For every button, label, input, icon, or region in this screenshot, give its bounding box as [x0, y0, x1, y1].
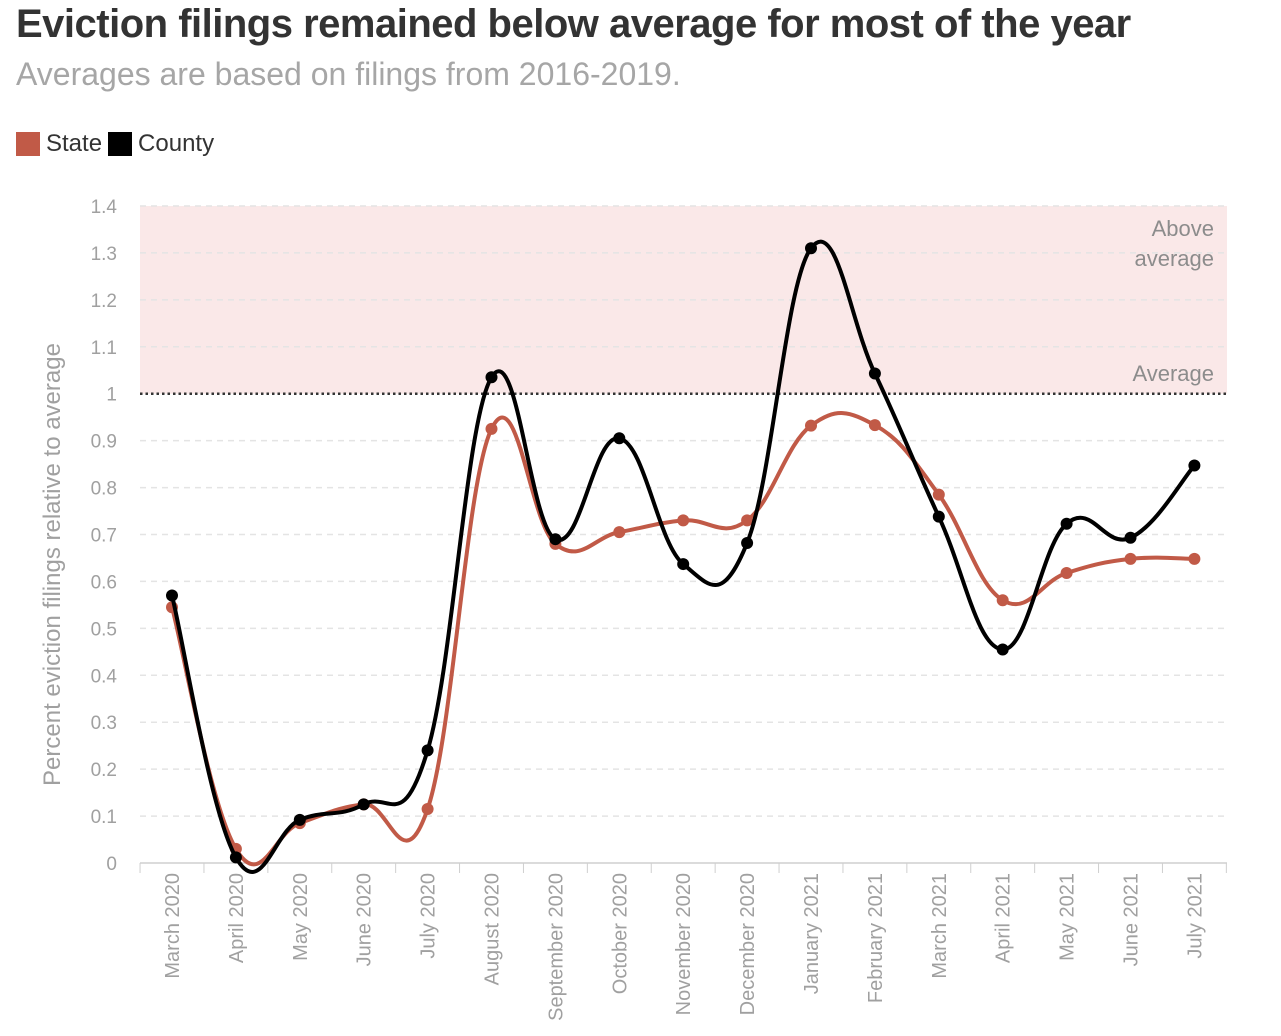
- legend-item-county: County: [108, 130, 214, 158]
- data-point-county: [166, 589, 178, 602]
- y-axis-label: Percent eviction filings relative to ave…: [39, 343, 66, 786]
- data-point-state: [485, 422, 498, 435]
- x-tick-label: October 2020: [609, 873, 631, 994]
- y-tick-label: 1: [106, 385, 117, 406]
- x-tick-label: April 2021: [993, 873, 1015, 963]
- legend-swatch-state: [16, 132, 40, 156]
- data-point-county: [932, 510, 945, 523]
- data-point-county: [1060, 517, 1073, 530]
- data-point-state: [932, 488, 945, 501]
- data-point-county: [1124, 531, 1137, 544]
- data-point-county: [1188, 459, 1201, 472]
- x-tick-label: September 2020: [545, 873, 567, 1021]
- data-point-state: [677, 514, 690, 527]
- data-point-county: [229, 851, 242, 864]
- x-tick-label: November 2020: [673, 873, 695, 1015]
- data-point-county: [421, 744, 434, 757]
- y-tick-label: 0.7: [91, 526, 117, 547]
- data-point-state: [996, 594, 1009, 607]
- x-tick-label: July 2021: [1184, 873, 1206, 959]
- y-tick-label: 0.9: [91, 432, 117, 453]
- data-point-county: [293, 813, 306, 826]
- annotation-above-average: average: [1134, 246, 1214, 271]
- x-tick-label: July 2020: [418, 873, 440, 959]
- data-point-county: [805, 242, 817, 255]
- y-tick-label: 0.5: [91, 619, 117, 640]
- x-tick-label: June 2020: [354, 873, 376, 966]
- y-tick-label: 1.1: [91, 338, 117, 359]
- x-tick-label: April 2020: [226, 873, 248, 963]
- x-tick-label: August 2020: [482, 873, 504, 985]
- annotation-average: Average: [1132, 361, 1214, 386]
- data-point-state: [868, 419, 881, 432]
- x-tick-label: March 2021: [929, 873, 951, 979]
- data-point-county: [741, 536, 754, 549]
- legend-label-state: State: [46, 130, 103, 157]
- data-point-state: [741, 514, 754, 527]
- data-point-county: [868, 367, 881, 380]
- y-tick-label: 0.1: [91, 807, 117, 828]
- data-point-state: [613, 526, 626, 539]
- data-point-county: [996, 643, 1009, 656]
- legend: State County: [16, 130, 220, 158]
- legend-item-state: State: [16, 130, 102, 158]
- x-tick-label: February 2021: [865, 873, 887, 1003]
- x-tick-label: May 2021: [1057, 873, 1079, 961]
- x-tick-label: January 2021: [801, 873, 823, 994]
- legend-label-county: County: [138, 130, 215, 157]
- y-tick-label: 1.3: [91, 244, 117, 265]
- data-point-state: [1060, 566, 1073, 579]
- chart-title: Eviction filings remained below average …: [16, 2, 1131, 46]
- x-tick-label: December 2020: [737, 873, 759, 1015]
- x-tick-label: March 2020: [162, 873, 184, 979]
- data-point-state: [1188, 552, 1201, 565]
- y-tick-label: 0.6: [91, 572, 117, 593]
- y-tick-label: 1.2: [91, 291, 117, 312]
- y-tick-label: 0.2: [91, 760, 117, 781]
- series-line-state: [170, 411, 1197, 867]
- y-tick-label: 0.4: [91, 666, 118, 687]
- data-point-state: [1124, 552, 1137, 565]
- x-tick-label: June 2021: [1121, 873, 1143, 966]
- annotation-above-average: Above: [1152, 216, 1214, 241]
- y-tick-label: 0: [106, 854, 117, 875]
- x-tick-label: May 2020: [290, 873, 312, 961]
- data-point-state: [805, 419, 817, 432]
- y-tick-label: 1.4: [91, 197, 118, 218]
- chart-subtitle: Averages are based on filings from 2016-…: [16, 56, 681, 92]
- y-tick-label: 0.3: [91, 713, 117, 734]
- legend-swatch-county: [108, 132, 133, 156]
- data-point-county: [549, 533, 562, 546]
- data-point-county: [613, 432, 626, 445]
- data-point-county: [485, 371, 498, 384]
- data-point-county: [677, 558, 690, 571]
- data-point-state: [421, 803, 434, 816]
- data-point-county: [357, 798, 370, 811]
- y-tick-label: 0.8: [91, 479, 117, 500]
